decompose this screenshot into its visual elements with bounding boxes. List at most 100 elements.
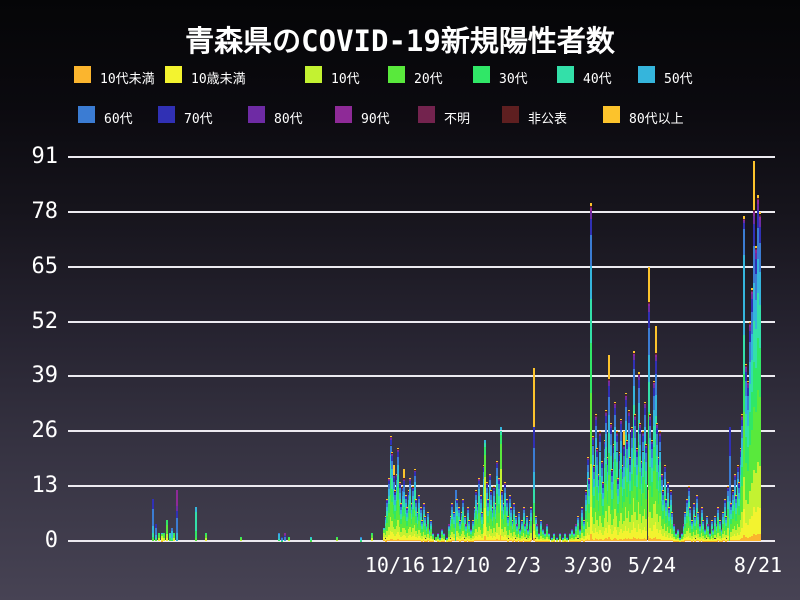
- bar-segment: [484, 454, 486, 478]
- bar-stack: [456, 498, 458, 541]
- bar-segment: [699, 528, 701, 532]
- bar-segment: [757, 197, 759, 199]
- bar-segment: [441, 529, 443, 531]
- legend-swatch-icon: [418, 106, 435, 123]
- bar-segment: [489, 475, 491, 477]
- bar-segment: [432, 539, 434, 541]
- bar-segment: [393, 465, 395, 475]
- bar-segment: [415, 540, 417, 541]
- bar-segment: [659, 530, 661, 539]
- bar-segment: [588, 534, 590, 540]
- bar-segment: [478, 480, 480, 484]
- bar-stack: [745, 363, 747, 541]
- bar-segment: [719, 536, 721, 539]
- bar-segment: [648, 303, 650, 307]
- bar-segment: [420, 513, 422, 517]
- bar-segment: [430, 525, 432, 529]
- bar-segment: [628, 422, 630, 435]
- bar-segment: [519, 531, 521, 534]
- bar-segment: [639, 434, 641, 445]
- bar-segment: [644, 427, 646, 442]
- bar-segment: [577, 522, 579, 527]
- bar-segment: [360, 539, 362, 541]
- bar-segment: [173, 538, 175, 540]
- bar-segment: [405, 495, 407, 497]
- bar-segment: [383, 540, 385, 541]
- bar-segment: [628, 416, 630, 423]
- legend-swatch-icon: [74, 66, 91, 83]
- bar-segment: [456, 500, 458, 503]
- bar-stack: [719, 520, 721, 541]
- bar-segment: [564, 536, 566, 538]
- bar-segment: [755, 250, 757, 253]
- bar-segment: [523, 513, 525, 517]
- bar-segment: [533, 368, 535, 427]
- bar-segment: [569, 536, 571, 538]
- bar-segment: [737, 465, 739, 466]
- bar-segment: [501, 492, 503, 496]
- bar-segment: [665, 500, 667, 503]
- bar-segment: [659, 436, 661, 442]
- bar-segment: [610, 425, 612, 429]
- bar-segment: [642, 451, 644, 463]
- bar-segment: [694, 522, 696, 527]
- bar-stack: [171, 528, 173, 541]
- bar-segment: [727, 539, 729, 541]
- bar-segment: [451, 532, 453, 538]
- bar-segment: [585, 518, 587, 530]
- bar-segment: [481, 514, 483, 517]
- bar-segment: [725, 520, 727, 523]
- bar-segment: [601, 462, 603, 465]
- bar-segment: [749, 536, 751, 541]
- bar-segment: [668, 540, 670, 541]
- bar-segment: [719, 525, 721, 529]
- bar-segment: [747, 446, 749, 471]
- bar-segment: [536, 539, 538, 541]
- bar-segment: [638, 376, 640, 380]
- bar-segment: [498, 503, 500, 514]
- bar-segment: [530, 513, 532, 517]
- bar-segment: [544, 533, 546, 535]
- bar-stack: [645, 443, 647, 541]
- bar-segment: [616, 431, 618, 433]
- bar-segment: [546, 533, 548, 538]
- bar-segment: [415, 516, 417, 523]
- bar-segment: [564, 539, 566, 541]
- bar-segment: [509, 503, 511, 508]
- bar-segment: [587, 456, 589, 458]
- bar-segment: [649, 426, 651, 438]
- bar-segment: [556, 538, 558, 540]
- bar-segment: [205, 534, 207, 539]
- bar-stack: [176, 490, 178, 541]
- bar-segment: [644, 401, 646, 403]
- bar-segment: [459, 523, 461, 526]
- bar-segment: [240, 539, 242, 541]
- bar-segment: [592, 438, 594, 441]
- bar-segment: [548, 536, 550, 538]
- bar-segment: [451, 540, 453, 541]
- bar-segment: [538, 533, 540, 535]
- bar-segment: [696, 496, 698, 499]
- bar-segment: [462, 522, 464, 532]
- bar-segment: [571, 531, 573, 534]
- bar-segment: [284, 535, 286, 536]
- bar-segment: [504, 492, 506, 499]
- bar-segment: [490, 491, 492, 493]
- bar-stack: [415, 498, 417, 541]
- bar-segment: [566, 540, 568, 541]
- bar-segment: [655, 353, 657, 354]
- bar-segment: [284, 537, 286, 540]
- bar-segment: [524, 528, 526, 532]
- bar-segment: [432, 534, 434, 535]
- bar-segment: [623, 520, 625, 532]
- bar-segment: [686, 516, 688, 523]
- bar-segment: [709, 534, 711, 535]
- bar-segment: [717, 510, 719, 514]
- bar-segment: [714, 535, 716, 539]
- bar-segment: [668, 508, 670, 509]
- bar-segment: [662, 511, 664, 519]
- bar-segment: [712, 528, 714, 530]
- bar-segment: [577, 518, 579, 521]
- bar-segment: [719, 523, 721, 526]
- bar-segment: [689, 537, 691, 541]
